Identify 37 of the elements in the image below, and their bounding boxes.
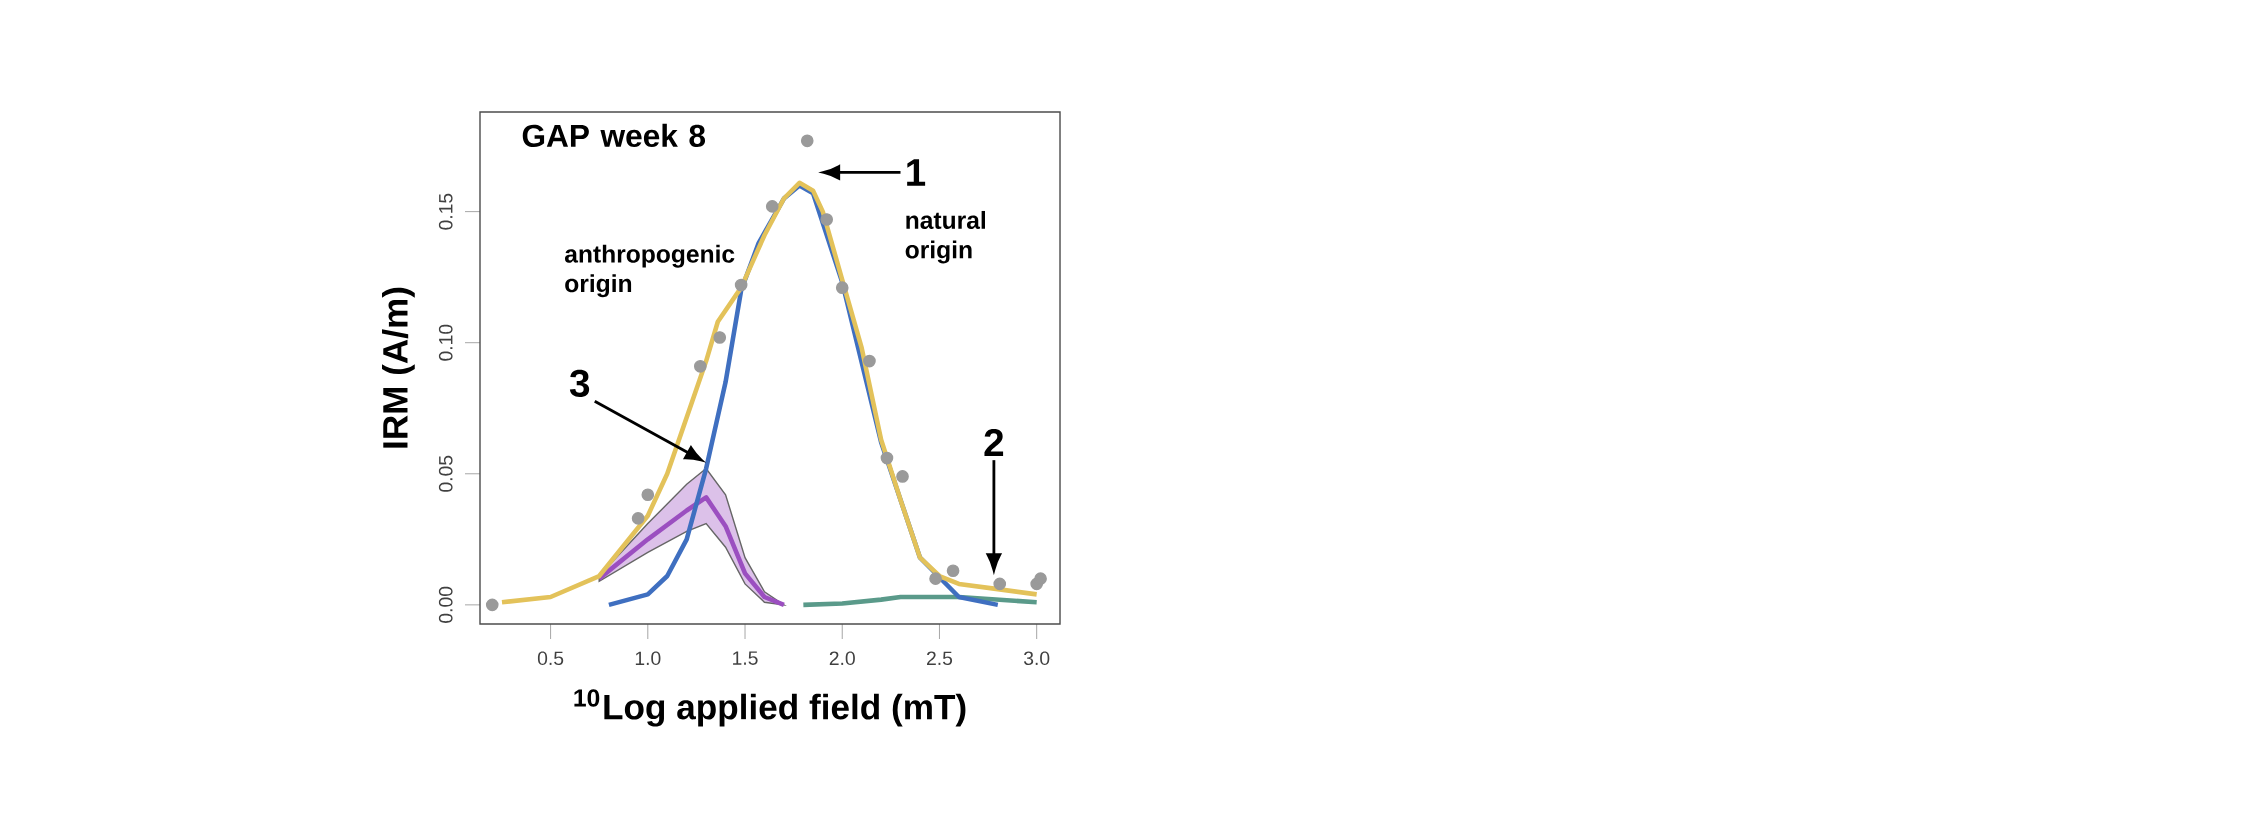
- annotation: natural origin: [905, 210, 985, 264]
- y-tick-label: 0.15: [438, 193, 453, 230]
- y-axis-title: IRM (A/m): [382, 287, 415, 448]
- y-tick-label: 0.00: [438, 586, 453, 623]
- annotation: 1: [907, 159, 926, 186]
- line-series: [596, 495, 787, 608]
- point: [765, 200, 779, 213]
- point: [631, 512, 645, 525]
- x-tick-label: 1.5: [733, 651, 758, 665]
- point: [713, 331, 727, 344]
- point: [1034, 572, 1047, 585]
- point: [835, 281, 849, 294]
- point: [993, 577, 1007, 591]
- x-tick-label: 2.5: [927, 651, 953, 666]
- point: [485, 598, 499, 612]
- annotation: 3: [569, 369, 590, 398]
- point: [800, 134, 814, 148]
- point: [863, 354, 876, 368]
- x-tick-label: 1.0: [635, 651, 661, 666]
- line-series: [801, 594, 1039, 608]
- chart-title: GAP week 8: [522, 123, 706, 148]
- point: [929, 572, 942, 585]
- x-tick-label: 0.5: [537, 651, 564, 666]
- point: [896, 470, 909, 483]
- point: [820, 213, 834, 226]
- x-tick-label: 3.0: [1023, 651, 1050, 666]
- point: [734, 278, 748, 292]
- annotation: 2: [984, 428, 1004, 456]
- y-tick-label: 0.10: [438, 324, 453, 361]
- y-tick-label: 0.05: [438, 455, 453, 492]
- x-axis-title: $^{10}$Log applied field (mT): [574, 689, 966, 727]
- point: [641, 488, 655, 502]
- annotation: anthropogenic origin: [564, 244, 735, 298]
- point: [693, 359, 707, 373]
- x-tick-label: 2.0: [829, 651, 855, 666]
- point: [880, 451, 894, 465]
- point: [946, 564, 960, 578]
